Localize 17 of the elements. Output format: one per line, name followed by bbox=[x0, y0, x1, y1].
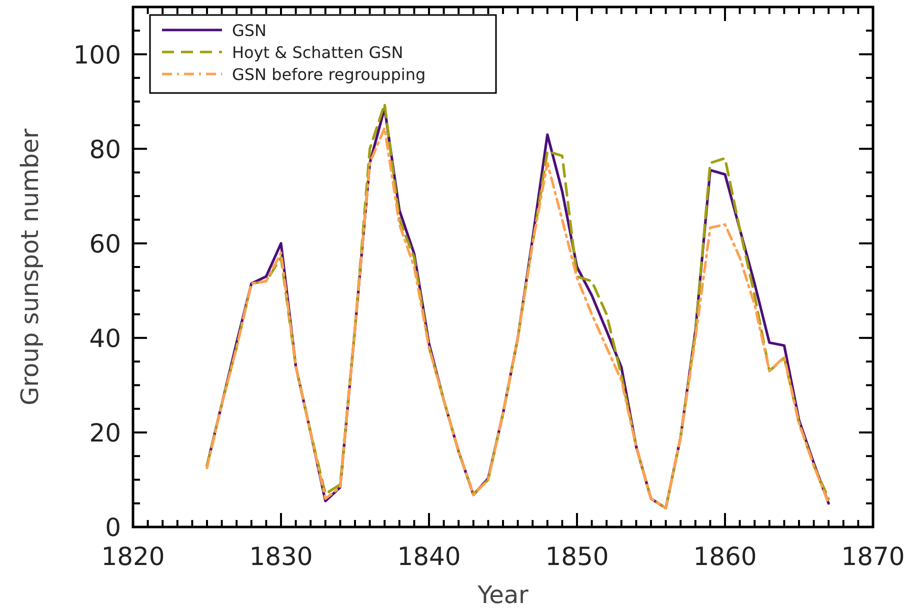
y-tick-label: 80 bbox=[89, 134, 121, 164]
y-tick-label: 20 bbox=[89, 418, 121, 448]
x-tick-label: 1870 bbox=[841, 542, 905, 571]
x-tick-label: 1860 bbox=[693, 542, 757, 571]
x-tick-label: 1840 bbox=[397, 542, 461, 571]
legend-label: GSN bbox=[232, 21, 267, 40]
x-tick-label: 1830 bbox=[249, 542, 313, 571]
x-tick-label: 1850 bbox=[545, 542, 609, 571]
legend-label: GSN before regroupping bbox=[232, 65, 426, 84]
y-tick-label: 0 bbox=[105, 513, 121, 542]
y-tick-label: 100 bbox=[73, 40, 121, 70]
legend-label: Hoyt & Schatten GSN bbox=[232, 43, 404, 62]
x-tick-label: 1820 bbox=[101, 542, 165, 571]
y-tick-label: 60 bbox=[89, 229, 121, 258]
y-tick-label: 40 bbox=[89, 324, 121, 353]
y-axis-title: Group sunspot number bbox=[16, 128, 44, 406]
x-axis-title: Year bbox=[476, 581, 529, 609]
